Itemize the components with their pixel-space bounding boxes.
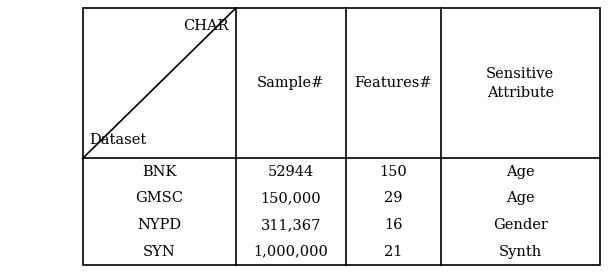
Bar <box>83 8 600 265</box>
Text: Age: Age <box>506 165 534 179</box>
Text: Synth: Synth <box>499 245 542 259</box>
Text: Sample#: Sample# <box>257 76 324 90</box>
Text: 311,367: 311,367 <box>261 218 321 232</box>
Text: 52944: 52944 <box>267 165 314 179</box>
Text: 150: 150 <box>379 165 407 179</box>
Text: SYN: SYN <box>143 245 176 259</box>
Text: 16: 16 <box>384 218 403 232</box>
Text: 29: 29 <box>384 191 403 205</box>
Text: Gender: Gender <box>493 218 548 232</box>
Text: Dataset: Dataset <box>89 133 146 147</box>
Text: 1,000,000: 1,000,000 <box>253 245 328 259</box>
Text: BNK: BNK <box>142 165 176 179</box>
Text: Features#: Features# <box>354 76 432 90</box>
Text: 150,000: 150,000 <box>260 191 321 205</box>
Text: NYPD: NYPD <box>137 218 181 232</box>
Text: 21: 21 <box>384 245 403 259</box>
Text: GMSC: GMSC <box>135 191 183 205</box>
Text: Age: Age <box>506 191 534 205</box>
Text: Sensitive
Attribute: Sensitive Attribute <box>486 67 554 100</box>
Text: CHAR: CHAR <box>183 19 228 33</box>
